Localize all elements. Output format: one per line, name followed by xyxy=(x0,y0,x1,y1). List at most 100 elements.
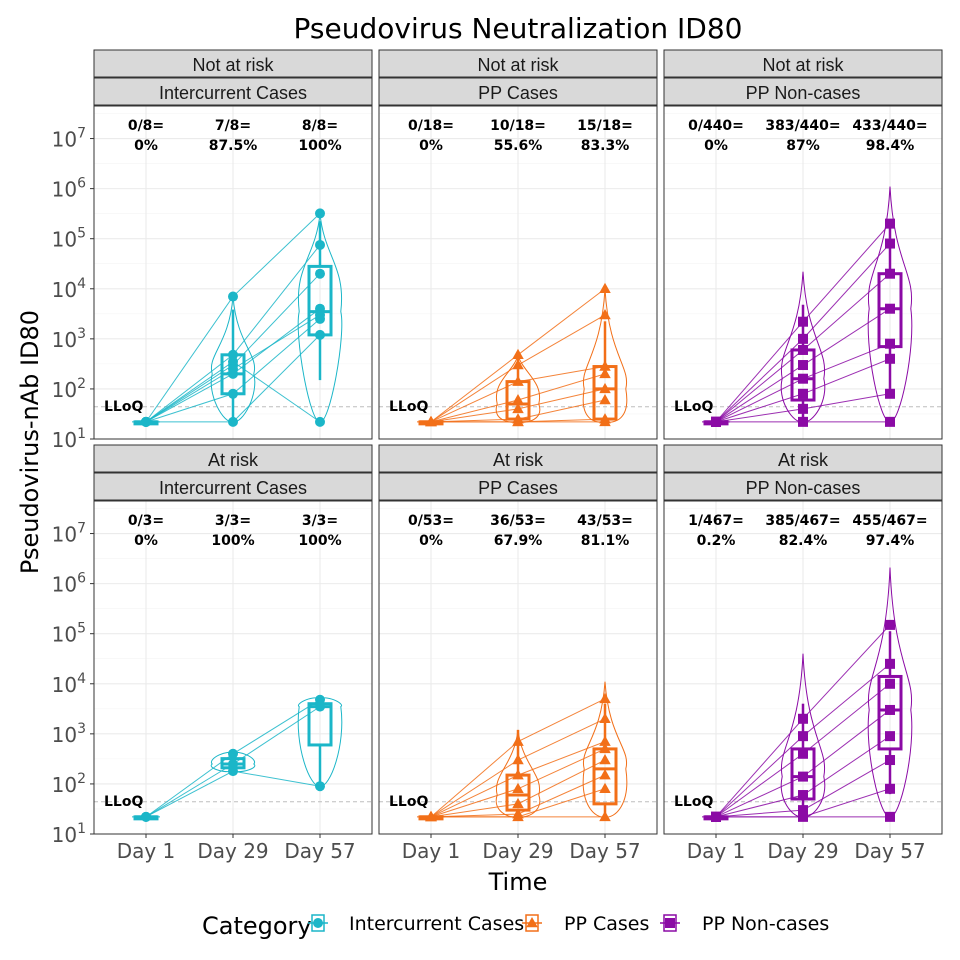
data-point xyxy=(425,810,437,822)
lloq-label: LLoQ xyxy=(674,399,713,415)
x-tick-label: Day 1 xyxy=(117,839,176,863)
strip-row xyxy=(378,49,658,78)
response-pct: 82.4% xyxy=(779,533,828,549)
panel-5: At risk PP Non-cases LLoQ 1/467= 0.2% 385/467… xyxy=(663,444,943,863)
response-pct: 0.2% xyxy=(697,533,736,549)
strip-row xyxy=(378,444,658,473)
x-tick-label: Day 57 xyxy=(854,839,925,863)
data-point xyxy=(798,805,808,816)
data-point xyxy=(798,316,808,327)
strip-col-label: PP Non-cases xyxy=(746,83,861,103)
legend-key-marker xyxy=(313,918,323,928)
data-point xyxy=(599,308,611,320)
response-pct: 81.1% xyxy=(581,533,630,549)
data-point xyxy=(599,394,611,405)
response-count: 0/18= xyxy=(408,118,454,134)
data-point xyxy=(885,416,895,427)
legend-label: Intercurrent Cases xyxy=(349,913,524,935)
legend-title: Category xyxy=(202,912,312,940)
y-tick-label: 103 xyxy=(52,721,86,747)
data-point xyxy=(599,282,611,294)
strip-row-label: At risk xyxy=(493,450,544,470)
strip-col-label: PP Cases xyxy=(478,478,558,498)
response-pct: 98.4% xyxy=(866,138,915,154)
data-point xyxy=(885,353,895,364)
response-count: 10/18= xyxy=(490,118,546,134)
data-point xyxy=(512,375,524,386)
x-tick-label: Day 29 xyxy=(197,839,268,863)
response-count: 8/8= xyxy=(302,118,338,134)
data-point xyxy=(885,303,895,314)
data-point xyxy=(228,416,238,427)
data-point xyxy=(798,748,808,759)
response-pct: 0% xyxy=(134,138,158,154)
legend-key-box xyxy=(525,914,539,932)
lloq-label: LLoQ xyxy=(389,399,428,415)
legend-key-box xyxy=(311,914,325,932)
panel-border xyxy=(93,105,373,440)
data-point xyxy=(798,731,808,742)
response-pct: 97.4% xyxy=(866,533,915,549)
data-point xyxy=(228,388,238,399)
data-point xyxy=(315,239,325,250)
data-point xyxy=(599,782,611,794)
y-tick-label: 104 xyxy=(52,671,86,697)
data-point xyxy=(885,731,895,742)
response-pct: 100% xyxy=(211,533,254,549)
data-point xyxy=(885,783,895,794)
box xyxy=(877,674,903,751)
data-point xyxy=(599,712,611,724)
panel-border xyxy=(378,105,658,440)
data-point xyxy=(885,238,895,249)
y-tick-label: 103 xyxy=(52,326,86,352)
lloq-label: LLoQ xyxy=(389,794,428,810)
data-point xyxy=(599,742,611,754)
data-point xyxy=(798,416,808,427)
data-point xyxy=(512,394,524,405)
panel-2: Not at risk PP Non-cases LLoQ 0/440= 0% 383/4… xyxy=(663,49,943,440)
response-count: 433/440= xyxy=(852,118,927,134)
strip-col xyxy=(378,77,658,106)
data-point xyxy=(228,349,238,360)
data-point xyxy=(711,811,721,822)
y-tick-label: 105 xyxy=(52,621,86,647)
data-point xyxy=(228,766,238,777)
x-tick-label: Day 29 xyxy=(482,839,553,863)
strip-col xyxy=(663,77,943,106)
strip-row-label: At risk xyxy=(208,450,259,470)
data-point xyxy=(512,754,524,765)
data-point xyxy=(885,678,895,689)
data-point xyxy=(599,360,611,371)
response-count: 0/8= xyxy=(128,118,164,134)
response-count: 3/3= xyxy=(215,513,251,529)
data-point xyxy=(798,388,808,399)
response-count: 3/3= xyxy=(302,513,338,529)
data-point xyxy=(599,382,611,394)
y-tick-label: 107 xyxy=(52,521,86,547)
strip-row xyxy=(93,49,373,78)
y-axis-title: Pseudovirus-nAb ID80 xyxy=(16,310,44,574)
response-pct: 0% xyxy=(704,138,728,154)
strip-col xyxy=(378,472,658,501)
strip-col-label: Intercurrent Cases xyxy=(159,83,307,103)
strip-col-label: Intercurrent Cases xyxy=(159,478,307,498)
strip-row xyxy=(663,444,943,473)
y-tick-label: 102 xyxy=(52,771,86,797)
response-count: 383/440= xyxy=(765,118,840,134)
data-point xyxy=(315,208,325,219)
data-point xyxy=(141,416,151,427)
legend-key-marker xyxy=(526,917,538,928)
strip-col-label: PP Non-cases xyxy=(746,478,861,498)
response-pct: 100% xyxy=(298,138,341,154)
strip-col xyxy=(93,472,373,501)
panel-border xyxy=(663,105,943,440)
data-point xyxy=(512,735,524,746)
y-tick-label: 104 xyxy=(52,276,86,302)
response-count: 43/53= xyxy=(577,513,633,529)
response-pct: 0% xyxy=(419,533,443,549)
data-point xyxy=(228,758,238,769)
data-point xyxy=(228,291,238,302)
data-point xyxy=(885,811,895,822)
strip-row-label: Not at risk xyxy=(477,55,559,75)
panel-3: At risk Intercurrent Cases LLoQ 0/3= 0% 3/3= 1… xyxy=(52,444,373,863)
